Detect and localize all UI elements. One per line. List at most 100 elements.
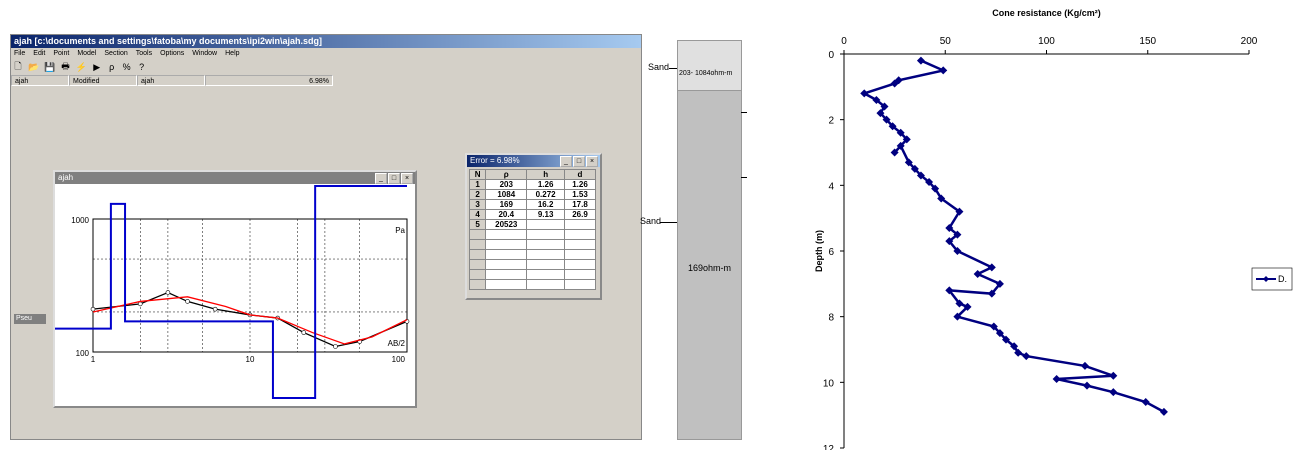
table-cell[interactable] <box>485 239 528 250</box>
table-cell[interactable] <box>563 259 597 270</box>
menu-item-options[interactable]: Options <box>160 50 185 57</box>
table-cell[interactable]: 9.13 <box>526 209 565 220</box>
menu-item-tools[interactable]: Tools <box>135 50 153 57</box>
table-cell[interactable]: 16.2 <box>526 199 565 210</box>
table-cell[interactable]: 1084 <box>485 189 528 200</box>
table-cell[interactable] <box>563 229 597 240</box>
table-cell[interactable]: 20.4 <box>485 209 528 220</box>
x-tick-label: 10 <box>246 355 255 364</box>
data-point <box>916 56 925 65</box>
chart-title: Cone resistance (Kg/cm²) <box>992 8 1101 18</box>
measured-point <box>212 306 218 312</box>
layer2-block: 169ohm-m <box>677 90 742 440</box>
table-cell[interactable]: 1.53 <box>563 189 597 200</box>
table-cell[interactable] <box>468 229 487 240</box>
table-cell[interactable] <box>468 259 487 270</box>
table-cell[interactable]: 169 <box>485 199 528 210</box>
data-point <box>880 102 889 111</box>
table-cell[interactable] <box>468 239 487 250</box>
table-cell[interactable]: 203 <box>485 179 528 190</box>
y-tick-label: 8 <box>828 313 834 324</box>
table-cell[interactable] <box>526 229 565 240</box>
y-tick-label: 0 <box>828 50 834 61</box>
table-cell[interactable]: 1.26 <box>563 179 597 190</box>
table-cell[interactable]: 2 <box>468 189 487 200</box>
menu-item-section[interactable]: Section <box>104 50 128 57</box>
table-cell[interactable]: 1.26 <box>526 179 565 190</box>
column-header: N <box>468 169 487 180</box>
table-cell[interactable] <box>485 259 528 270</box>
legend-marker <box>1263 276 1269 282</box>
table-cell[interactable]: 17.8 <box>563 199 597 210</box>
plot-window-title[interactable]: ajah _ □ × <box>55 172 415 184</box>
open-icon[interactable]: 📂 <box>28 61 40 72</box>
status-file: ajah <box>137 75 205 86</box>
mdi-area: Pseu ajah _ □ × 1000 100 1 10 100 Pa AB/2 Error … <box>11 88 641 439</box>
play-icon[interactable]: ▶ <box>93 61 101 72</box>
menu-item-window[interactable]: Window <box>192 50 218 57</box>
close-button[interactable]: × <box>586 156 598 167</box>
data-point <box>1141 398 1150 407</box>
table-cell[interactable] <box>485 229 528 240</box>
rho-icon[interactable]: ρ <box>109 62 115 72</box>
table-cell[interactable]: 4 <box>468 209 487 220</box>
maximize-button[interactable]: □ <box>573 156 585 167</box>
table-cell[interactable]: 20523 <box>485 219 528 230</box>
table-row: 4 20.4 9.13 26.9 <box>468 209 597 220</box>
print-icon[interactable]: 🖶 <box>61 61 70 71</box>
minimize-button[interactable]: _ <box>375 173 387 184</box>
table-cell[interactable] <box>468 249 487 260</box>
menu-item-file[interactable]: File <box>14 50 26 57</box>
table-cell[interactable] <box>563 219 597 230</box>
new-icon[interactable]: 🗋 <box>14 61 22 71</box>
table-cell[interactable]: 0.272 <box>526 189 565 200</box>
table-cell[interactable] <box>485 269 528 280</box>
table-cell[interactable]: 1 <box>468 179 487 190</box>
table-row <box>468 229 597 240</box>
table-cell[interactable] <box>485 249 528 260</box>
table-cell[interactable] <box>526 279 565 290</box>
run-icon[interactable]: ⚡ <box>75 61 87 72</box>
pseudo-window-tab[interactable]: Pseu <box>14 314 46 324</box>
app-titlebar: ajah [c:\documents and settings\fatoba\m… <box>11 35 641 48</box>
table-cell[interactable]: 26.9 <box>563 209 597 220</box>
layer2-lith-label: Sand <box>640 216 662 226</box>
help-icon[interactable]: ? <box>139 62 145 72</box>
table-cell[interactable]: 3 <box>468 199 487 210</box>
data-point <box>963 302 972 311</box>
table-cell[interactable] <box>468 269 487 280</box>
close-button[interactable]: × <box>401 173 413 184</box>
x-tick-label: 100 <box>392 355 406 364</box>
save-icon[interactable]: 💾 <box>44 61 56 72</box>
table-cell[interactable] <box>526 249 565 260</box>
table-row <box>468 249 597 260</box>
table-cell[interactable]: 5 <box>468 219 487 230</box>
layer1-lith-label: Sand <box>648 62 670 72</box>
maximize-button[interactable]: □ <box>388 173 400 184</box>
table-cell[interactable] <box>485 279 528 290</box>
data-point <box>987 263 996 272</box>
menu-item-model[interactable]: Model <box>77 50 97 57</box>
table-cell[interactable] <box>526 269 565 280</box>
x-tick-label: 100 <box>1038 36 1055 47</box>
percent-icon[interactable]: % <box>122 62 131 72</box>
layer1-resistivity: 203- 1084ohm-m <box>679 70 733 77</box>
menu-item-point[interactable]: Point <box>53 50 70 57</box>
table-cell[interactable] <box>468 279 487 290</box>
data-point <box>1083 381 1091 390</box>
table-cell[interactable] <box>526 219 565 230</box>
table-cell[interactable] <box>563 239 597 250</box>
table-cell[interactable] <box>563 269 597 280</box>
table-cell[interactable] <box>563 279 597 290</box>
error-window-title[interactable]: Error = 6.98% _ □ × <box>467 155 600 167</box>
measured-point <box>165 290 171 295</box>
menu-item-edit[interactable]: Edit <box>33 50 46 57</box>
status-error: 6.98% <box>205 75 333 86</box>
data-point <box>1109 388 1118 397</box>
table-cell[interactable] <box>526 239 565 250</box>
minimize-button[interactable]: _ <box>560 156 572 167</box>
table-cell[interactable] <box>526 259 565 270</box>
table-cell[interactable] <box>563 249 597 260</box>
menu-item-help[interactable]: Help <box>225 50 240 57</box>
